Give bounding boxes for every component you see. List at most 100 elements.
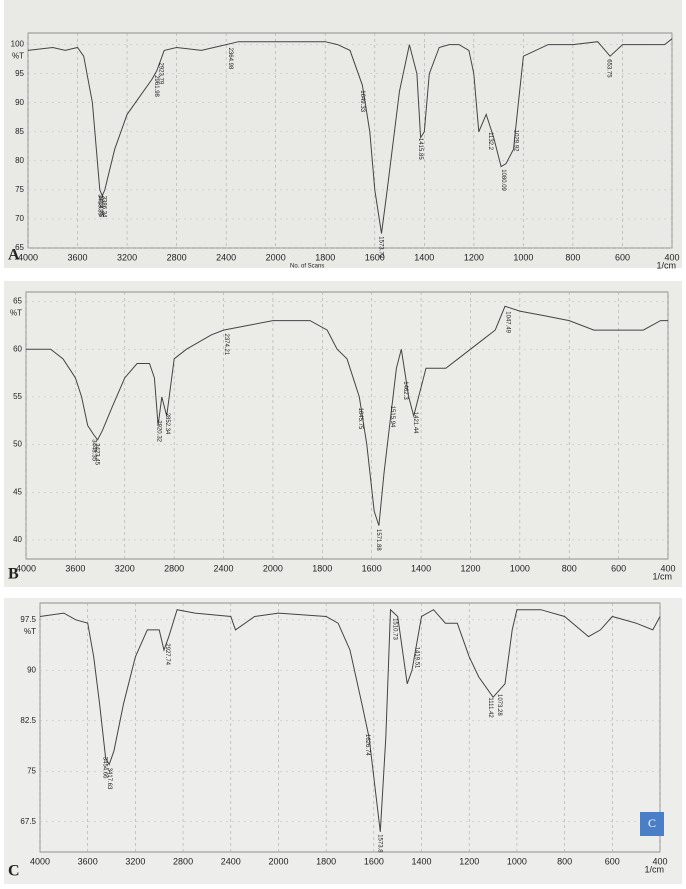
panel-label: C xyxy=(8,863,20,880)
x-tick-label: 600 xyxy=(605,856,620,866)
x-tick-label: 3200 xyxy=(115,563,135,573)
x-tick-label: 3600 xyxy=(68,252,88,262)
y-tick-label: 100 xyxy=(11,40,25,49)
x-tick-label: 1400 xyxy=(412,856,432,866)
panel-label: A xyxy=(8,247,20,264)
peak-label: 1073.28 xyxy=(496,694,502,716)
peak-label: 1029.92 xyxy=(512,130,518,152)
peak-label: 3423.45 xyxy=(94,443,100,465)
y-tick-label: 55 xyxy=(13,392,22,401)
x-tick-label: 4000 xyxy=(16,563,36,573)
peak-label: 2364.98 xyxy=(227,48,233,70)
peak-label: 1111.42 xyxy=(487,697,493,718)
y-tick-label: 65 xyxy=(13,297,22,306)
y-tick-label: 90 xyxy=(15,98,24,107)
y-tick-label: 97.5 xyxy=(20,615,36,624)
y-tick-label: 85 xyxy=(15,127,24,136)
paper xyxy=(4,0,682,268)
y-tick-label: 90 xyxy=(27,665,36,674)
x-tick-label: 1600 xyxy=(364,856,384,866)
peak-label: 3417.63 xyxy=(106,768,112,790)
x-tick-label: 1200 xyxy=(459,856,479,866)
peak-label: 2927.74 xyxy=(164,643,170,665)
y-axis-label: %T xyxy=(10,309,22,318)
x-tick-label: 2400 xyxy=(221,856,241,866)
peak-label: 1573.8 xyxy=(377,834,383,853)
x-tick-label: 1000 xyxy=(507,856,527,866)
x-tick-label: 2000 xyxy=(266,252,286,262)
peak-label: 1515.94 xyxy=(389,406,395,428)
x-tick-label: 4000 xyxy=(18,252,38,262)
x-tick-label: 800 xyxy=(562,563,577,573)
y-tick-label: 75 xyxy=(27,766,36,775)
panel-label: B xyxy=(8,566,19,583)
peak-label: 1415.85 xyxy=(417,138,423,160)
peak-label: 1645.75 xyxy=(357,408,363,430)
peak-label: 1626.74 xyxy=(364,734,370,756)
y-tick-label: 95 xyxy=(15,69,24,78)
paper xyxy=(4,598,682,884)
y-axis-label: %T xyxy=(24,627,36,636)
paper xyxy=(4,281,682,587)
x-tick-label: 2000 xyxy=(268,856,288,866)
x-tick-label: 600 xyxy=(611,563,626,573)
y-tick-label: 60 xyxy=(13,344,22,353)
x-tick-label: 3600 xyxy=(65,563,85,573)
x-tick-label: 1400 xyxy=(414,252,434,262)
x-tick-label: 800 xyxy=(565,252,580,262)
x-axis-label: 1/cm xyxy=(656,260,676,270)
y-tick-label: 82.5 xyxy=(20,716,36,725)
x-tick-label: 2000 xyxy=(263,563,283,573)
x-tick-label: 3600 xyxy=(78,856,98,866)
x-tick-label: 1200 xyxy=(460,563,480,573)
peak-label: 653.75 xyxy=(606,59,612,78)
figure: 4000 3600 3200 2800 2400 2000 1800 1600 1400 1200… xyxy=(0,0,686,884)
peak-label: 1649.33 xyxy=(359,90,365,112)
peak-label: 1080.09 xyxy=(500,169,506,191)
peak-label: 1571.88 xyxy=(375,529,381,551)
y-tick-label: 45 xyxy=(13,487,22,496)
x-tick-label: 3200 xyxy=(117,252,137,262)
x-tick-label: 1000 xyxy=(510,563,530,573)
y-tick-label: 40 xyxy=(13,535,22,544)
peak-label: 3386.34 xyxy=(100,196,106,218)
x-tick-label: 1400 xyxy=(411,563,431,573)
peak-label: 1132.2 xyxy=(487,132,493,151)
x-tick-label: 4000 xyxy=(30,856,50,866)
peak-label: 2852.34 xyxy=(164,413,170,435)
y-axis-label: %T xyxy=(12,52,24,61)
peak-label: 1047.49 xyxy=(505,311,511,333)
peak-label: 2923.79 xyxy=(158,63,164,85)
y-tick-label: 80 xyxy=(15,156,24,165)
y-tick-label: 75 xyxy=(15,185,24,194)
x-tick-label: 2400 xyxy=(216,252,236,262)
x-tick-label: 1800 xyxy=(315,252,335,262)
page: 4000 3600 3200 2800 2400 2000 1800 1600 1400 1200… xyxy=(0,0,686,889)
y-tick-label: 67.5 xyxy=(20,817,36,826)
x-axis-label: 1/cm xyxy=(652,571,672,581)
x-tick-label: 1000 xyxy=(513,252,533,262)
peak-label: 2920.32 xyxy=(156,420,162,442)
x-tick-label: 1200 xyxy=(464,252,484,262)
footnote: No. of Scans xyxy=(290,264,324,270)
badge-label: C xyxy=(648,816,656,830)
peak-label: 1573.73 xyxy=(378,236,384,258)
peak-label: 1462.3 xyxy=(402,381,408,400)
peak-label: 1510.73 xyxy=(392,618,398,640)
x-tick-label: 800 xyxy=(557,856,572,866)
x-tick-label: 1800 xyxy=(316,856,336,866)
x-tick-label: 2800 xyxy=(164,563,184,573)
x-tick-label: 1600 xyxy=(362,563,382,573)
peak-label: 2374.21 xyxy=(223,334,229,356)
y-tick-label: 50 xyxy=(13,440,22,449)
x-axis-label: 1/cm xyxy=(644,864,664,874)
peak-label: 1419.51 xyxy=(413,647,419,669)
x-tick-label: 1800 xyxy=(312,563,332,573)
y-tick-label: 70 xyxy=(15,214,24,223)
x-tick-label: 2800 xyxy=(167,252,187,262)
peak-label: 1421.44 xyxy=(412,412,418,434)
x-tick-label: 2800 xyxy=(173,856,193,866)
